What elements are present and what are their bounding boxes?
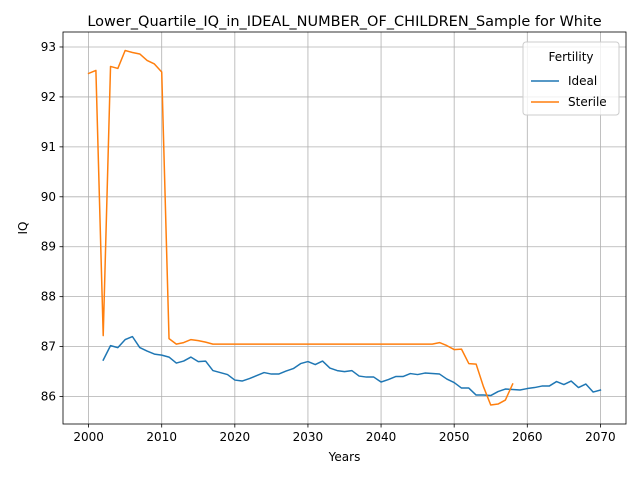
legend-box xyxy=(522,41,620,116)
x-tick-label: 2000 xyxy=(73,430,104,444)
series-lines xyxy=(87,49,602,406)
y-axis-label: IQ xyxy=(16,222,30,235)
legend-label-sterile: Sterile xyxy=(568,95,607,109)
x-tick-label: 2020 xyxy=(220,430,251,444)
chart-title: Lower_Quartile_IQ_in_IDEAL_NUMBER_OF_CHI… xyxy=(87,14,601,30)
series-line-sterile xyxy=(87,49,514,406)
legend: Fertility Ideal Sterile xyxy=(522,41,620,116)
y-tick-label: 91 xyxy=(41,140,56,154)
x-tick-label: 2070 xyxy=(585,430,616,444)
axis-ticks: 2000 2010 2020 2030 2040 2050 2060 2070 86 87 88 89… xyxy=(41,40,616,444)
x-tick-label: 2040 xyxy=(366,430,397,444)
y-tick-label: 92 xyxy=(41,90,56,104)
x-tick-label: 2050 xyxy=(439,430,470,444)
plot-frame xyxy=(62,31,627,425)
x-axis-label: Years xyxy=(328,450,361,464)
legend-label-ideal: Ideal xyxy=(568,74,597,88)
y-tick-label: 87 xyxy=(41,340,56,354)
y-tick-label: 86 xyxy=(41,390,56,404)
x-tick-label: 2010 xyxy=(146,430,177,444)
y-tick-label: 93 xyxy=(41,40,56,54)
x-tick-label: 2060 xyxy=(512,430,543,444)
x-tick-label: 2030 xyxy=(293,430,324,444)
y-tick-label: 90 xyxy=(41,190,56,204)
y-tick-label: 88 xyxy=(41,290,56,304)
legend-title: Fertility xyxy=(548,50,593,64)
series-line-ideal xyxy=(102,335,602,397)
y-tick-label: 89 xyxy=(41,240,56,254)
